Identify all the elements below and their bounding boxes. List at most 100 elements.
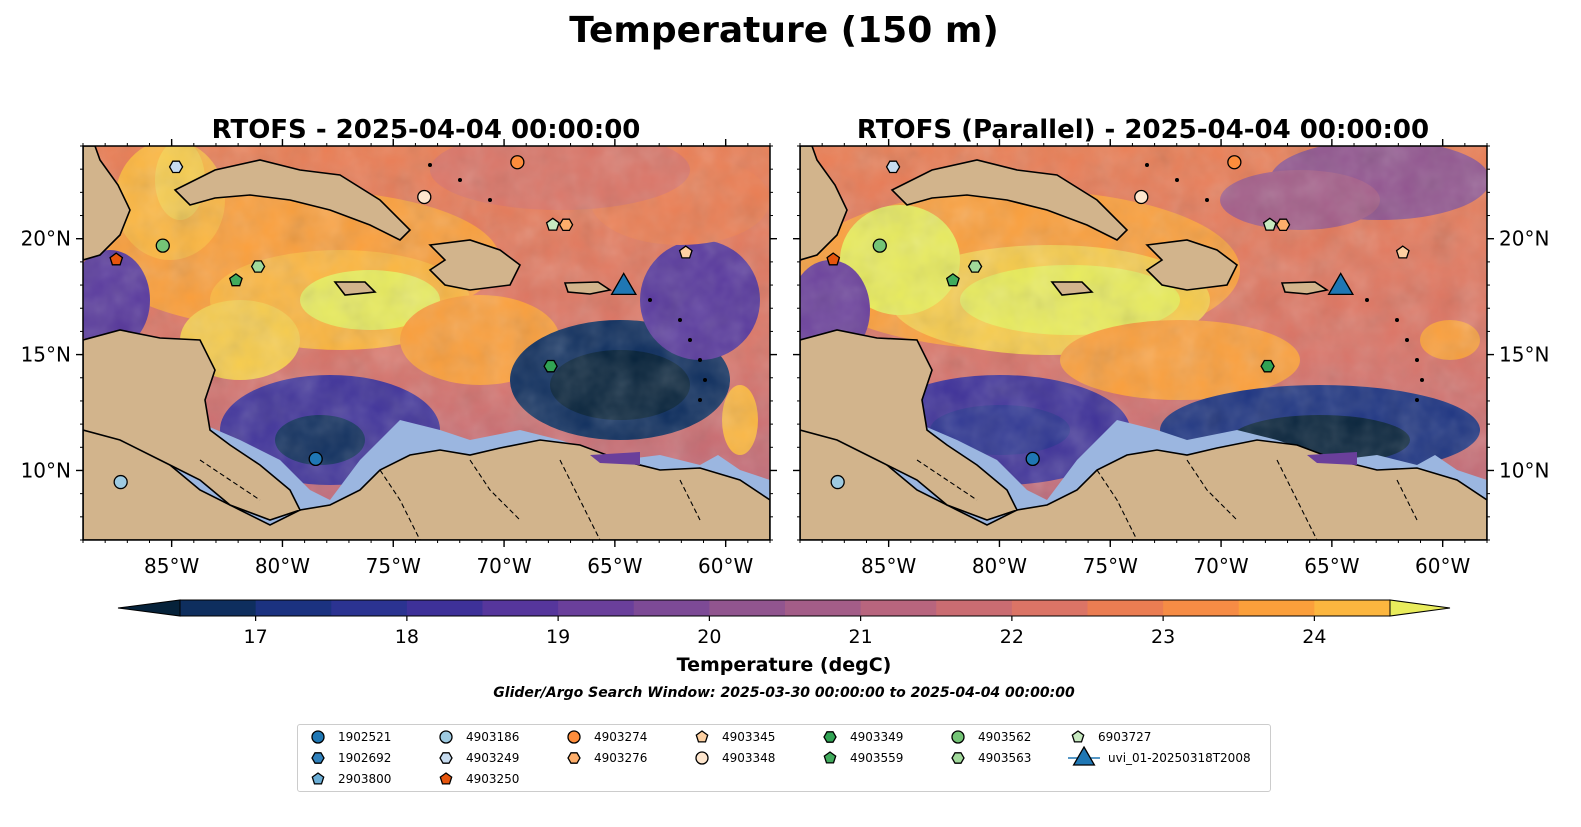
observation-marker-4903349 bbox=[1260, 359, 1275, 373]
borders-rtofs bbox=[199, 459, 701, 540]
colorbar-frame bbox=[179, 599, 1391, 617]
colorbar-segment bbox=[785, 600, 862, 616]
observations-rtofs bbox=[109, 155, 693, 490]
legend-marker-hexagon bbox=[823, 731, 837, 743]
legend-marker-hexagon bbox=[951, 752, 965, 764]
observation-marker-4903562 bbox=[155, 238, 170, 253]
legend-marker-hexagon bbox=[439, 752, 453, 764]
legend-marker-circle bbox=[311, 730, 325, 744]
lat-axis-rtofs: 20°N 15°N 10°N bbox=[21, 145, 777, 541]
colorbar-segment bbox=[1238, 600, 1315, 616]
observation-marker-1902521 bbox=[1025, 451, 1040, 467]
legend-marker-pentagon bbox=[695, 730, 709, 743]
lon-tick-label: 65°W bbox=[587, 554, 642, 578]
observation-marker-4903563 bbox=[250, 260, 266, 273]
lon-tick-label: 75°W bbox=[1083, 554, 1138, 578]
colorbar-segment bbox=[331, 600, 408, 616]
colorbar-segment bbox=[482, 600, 559, 616]
lat-axis-rtofs-parallel: 20°N 15°N 10°N bbox=[793, 145, 1549, 541]
panel-title-rtofs-parallel: RTOFS (Parallel) - 2025-04-04 00:00:00 bbox=[857, 115, 1429, 145]
lon-tick-label: 70°W bbox=[1193, 554, 1248, 578]
figure-title: Temperature (150 m) bbox=[569, 10, 999, 51]
observation-marker-4903562 bbox=[872, 238, 887, 253]
legend-marker-hexagon bbox=[311, 752, 325, 764]
lon-axis-rtofs-parallel: 85°W 80°W 75°W 70°W 65°W 60°W bbox=[799, 139, 1488, 578]
colorbar: 17 18 19 20 21 22 23 24 Temperature (degC) bbox=[117, 599, 1451, 676]
lon-tick-label: 60°W bbox=[1415, 554, 1470, 578]
observation-marker-4903274 bbox=[1227, 155, 1242, 170]
legend-marker-pentagon bbox=[439, 772, 453, 785]
colorbar-tick-label: 21 bbox=[849, 626, 873, 648]
legend: 1902521 1902692 2903800 4903186 4903249 49032… bbox=[297, 724, 1271, 792]
observation-marker-4903348 bbox=[417, 189, 432, 205]
observation-marker-4903186 bbox=[113, 474, 128, 490]
land-rtofs-parallel bbox=[800, 146, 1487, 540]
legend-label: 4903186 bbox=[466, 730, 520, 744]
legend-label: 4903559 bbox=[850, 751, 904, 765]
lon-tick-label: 80°W bbox=[255, 554, 310, 578]
colorbar-segment bbox=[936, 600, 1013, 616]
map-frame-rtofs bbox=[82, 145, 771, 541]
lat-tick-label: 10°N bbox=[21, 458, 71, 482]
legend-label: 4903562 bbox=[978, 730, 1032, 744]
colorbar-segment bbox=[1087, 600, 1164, 616]
borders-rtofs-parallel bbox=[916, 459, 1418, 540]
legend-label: 4903250 bbox=[466, 772, 520, 786]
legend-marker-pentagon bbox=[1071, 730, 1085, 743]
colorbar-segment bbox=[860, 600, 937, 616]
observations-rtofs-parallel bbox=[826, 155, 1410, 490]
lon-tick-label: 80°W bbox=[972, 554, 1027, 578]
observation-marker-4903348 bbox=[1134, 189, 1149, 205]
map-frame-rtofs-parallel bbox=[799, 145, 1488, 541]
observation-marker-uvi_01-20250318T2008 bbox=[610, 272, 638, 296]
observation-marker-4903563 bbox=[967, 260, 983, 273]
observation-marker-4903249 bbox=[885, 160, 901, 174]
observation-marker-4903186 bbox=[830, 474, 845, 490]
observation-marker-1902521 bbox=[308, 451, 323, 467]
observation-marker-4903250 bbox=[109, 252, 124, 266]
colorbar-segment bbox=[558, 600, 635, 616]
lon-tick-label: 70°W bbox=[476, 554, 531, 578]
legend-label: 2903800 bbox=[338, 772, 392, 786]
colorbar-segment bbox=[1314, 600, 1391, 616]
colorbar-tick-label: 24 bbox=[1302, 626, 1326, 648]
colorbar-segment bbox=[633, 600, 710, 616]
legend-marker-circle bbox=[439, 730, 453, 744]
legend-marker-pentagon bbox=[311, 772, 325, 785]
observation-marker-6903727 bbox=[1262, 217, 1277, 231]
legend-label: 6903727 bbox=[1098, 730, 1152, 744]
observation-marker-4903349 bbox=[543, 359, 558, 373]
legend-label: uvi_01-20250318T2008 bbox=[1108, 751, 1251, 765]
land-rtofs bbox=[83, 146, 770, 540]
observation-marker-4903345 bbox=[678, 245, 693, 259]
observation-marker-4903276 bbox=[558, 218, 574, 232]
colorbar-extend-min bbox=[117, 599, 181, 617]
observation-marker-4903559 bbox=[228, 273, 243, 287]
colorbar-tick-label: 18 bbox=[395, 626, 419, 648]
legend-label: 4903276 bbox=[594, 751, 648, 765]
colorbar-segment bbox=[1163, 600, 1240, 616]
observation-marker-6903727 bbox=[545, 217, 560, 231]
antilles-rtofs-parallel bbox=[1145, 163, 1424, 402]
legend-marker-circle bbox=[567, 730, 581, 744]
colorbar-segment bbox=[709, 600, 786, 616]
legend-marker-glider bbox=[1072, 745, 1096, 766]
antilles-rtofs bbox=[428, 163, 707, 402]
colorbar-segment bbox=[1011, 600, 1088, 616]
legend-label: 4903563 bbox=[978, 751, 1032, 765]
search-window-caption: Glider/Argo Search Window: 2025-03-30 00… bbox=[493, 685, 1075, 701]
colorbar-tick-label: 19 bbox=[546, 626, 570, 648]
colorbar-tick-label: 20 bbox=[697, 626, 721, 648]
legend-marker-circle bbox=[951, 730, 965, 744]
colorbar-label: Temperature (degC) bbox=[677, 654, 892, 676]
colorbar-extend-max bbox=[1389, 599, 1451, 617]
observation-marker-4903345 bbox=[1395, 245, 1410, 259]
lon-tick-label: 65°W bbox=[1304, 554, 1359, 578]
legend-label: 4903345 bbox=[722, 730, 776, 744]
legend-label: 1902521 bbox=[338, 730, 392, 744]
legend-marker-pentagon bbox=[823, 751, 837, 764]
colorbar-segment bbox=[406, 600, 483, 616]
colorbar-segment bbox=[180, 600, 257, 616]
colorbar-tick-label: 17 bbox=[244, 626, 268, 648]
